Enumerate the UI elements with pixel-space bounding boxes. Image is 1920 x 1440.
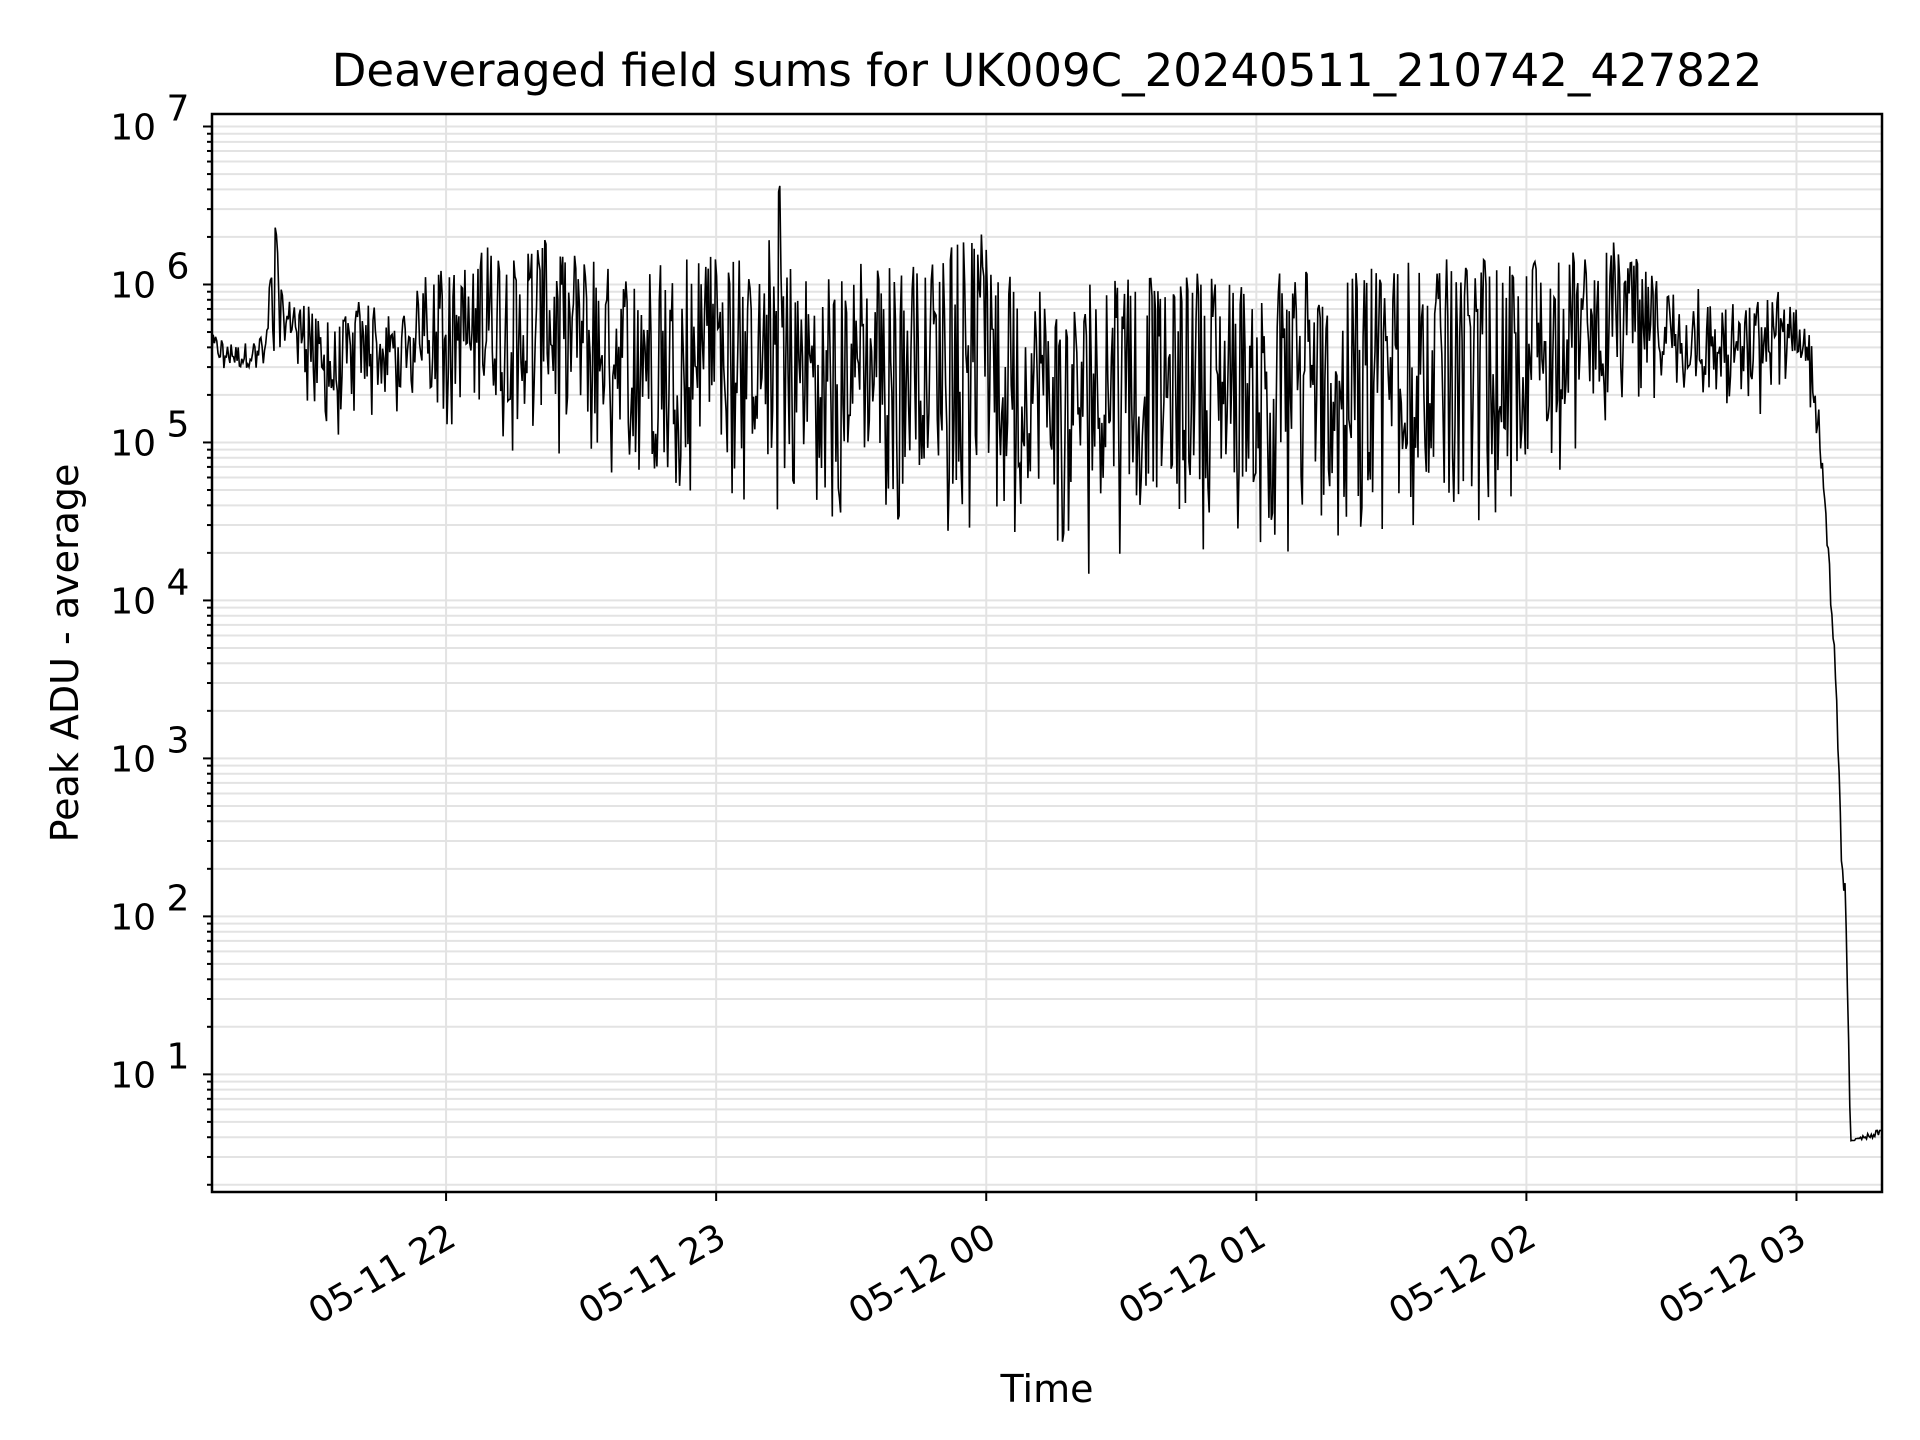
y-tick-label: 10 bbox=[110, 581, 156, 622]
chart-title: Deaveraged field sums for UK009C_2024051… bbox=[332, 44, 1762, 97]
y-tick-label: 10 bbox=[110, 1055, 156, 1096]
y-tick-exponent: 7 bbox=[167, 89, 190, 130]
y-tick-base: 10 bbox=[110, 581, 156, 622]
y-tick-exponent: 1 bbox=[167, 1036, 190, 1077]
y-tick-exponent: 6 bbox=[167, 246, 190, 287]
y-tick-label: 10 bbox=[110, 265, 156, 306]
y-tick-base: 10 bbox=[110, 423, 156, 464]
y-tick-base: 10 bbox=[110, 739, 156, 780]
y-tick-exponent: 3 bbox=[167, 720, 190, 761]
y-axis-label: Peak ADU - average bbox=[43, 464, 87, 843]
y-tick-base: 10 bbox=[110, 1055, 156, 1096]
series-line bbox=[211, 185, 1883, 1142]
y-tick-exponent: 4 bbox=[167, 562, 190, 603]
y-tick-base: 10 bbox=[110, 897, 156, 938]
grid-lines bbox=[212, 114, 1882, 1192]
plot-frame bbox=[210, 112, 1884, 1194]
y-tick-label: 10 bbox=[110, 423, 156, 464]
y-tick-exponent: 5 bbox=[167, 404, 190, 445]
y-tick-exponent: 2 bbox=[167, 878, 190, 919]
y-tick-label: 10 bbox=[110, 108, 156, 149]
y-tick-base: 10 bbox=[110, 265, 156, 306]
y-tick-label: 10 bbox=[110, 739, 156, 780]
series-layer bbox=[211, 185, 1883, 1142]
y-tick-base: 10 bbox=[110, 108, 156, 149]
y-tick-label: 10 bbox=[110, 897, 156, 938]
x-axis-label: Time bbox=[1000, 1367, 1094, 1411]
